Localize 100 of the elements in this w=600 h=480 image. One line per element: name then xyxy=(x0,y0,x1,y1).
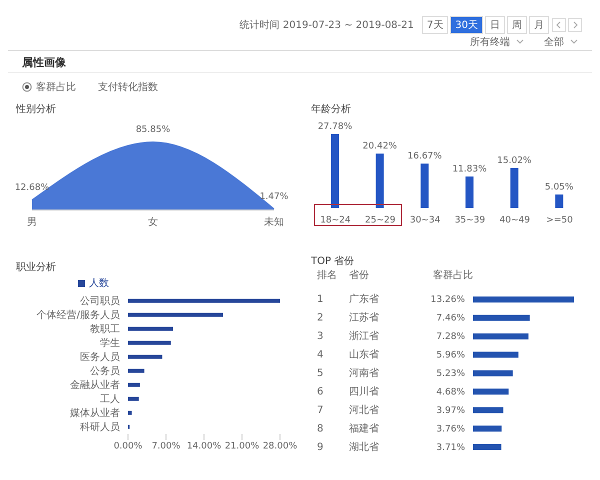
y-tick-label: 福建省 xyxy=(349,422,379,434)
y-tick-label: 科研人员 xyxy=(80,421,120,433)
x-tick-label: 未知 xyxy=(264,216,284,228)
y-tick-label: 公务员 xyxy=(90,365,120,377)
text: 9 xyxy=(317,442,324,453)
y-tick-label: 媒体从业者 xyxy=(70,407,120,419)
x-tick-label: 男 xyxy=(27,217,37,228)
x-tick-label: 28.00% xyxy=(262,441,298,452)
text: TOP 省份 xyxy=(310,254,356,269)
data-label: 7.28% xyxy=(436,332,466,342)
y-tick-label: 金融从业者 xyxy=(70,379,120,391)
bar xyxy=(376,154,384,208)
data-label: 16.67% xyxy=(408,152,442,162)
bar xyxy=(555,194,564,208)
bar xyxy=(128,326,174,331)
text: 5 xyxy=(317,368,324,379)
text: 客群占比 xyxy=(433,268,473,282)
data-label: 5.96% xyxy=(436,350,466,361)
bar xyxy=(473,333,528,340)
bar xyxy=(466,176,474,208)
data-label: 27.78% xyxy=(318,122,353,132)
data-label: 3.71% xyxy=(436,442,466,453)
y-tick-label: 学生 xyxy=(100,337,120,349)
text: 3 xyxy=(317,331,324,342)
y-tick-label: 江苏省 xyxy=(349,312,379,324)
x-tick-label: 40~49 xyxy=(500,215,530,226)
bar xyxy=(473,407,504,414)
text: 8 xyxy=(317,423,324,434)
text: 统计时间 2019-07-23 ~ 2019-08-21 xyxy=(240,18,414,32)
y-tick-label: 医务人员 xyxy=(80,351,120,363)
text: 职业分析 xyxy=(15,260,57,275)
y-tick-label: 工人 xyxy=(100,394,120,405)
data-label: 5.23% xyxy=(436,369,466,379)
bar xyxy=(510,168,518,208)
x-tick-label: >=50 xyxy=(546,215,574,226)
y-tick-label: 河北省 xyxy=(349,404,379,416)
y-tick-label: 浙江省 xyxy=(349,330,379,342)
bar xyxy=(128,312,223,317)
x-tick-label: 0.00% xyxy=(114,441,143,452)
x-tick-label: 30~34 xyxy=(410,215,441,226)
y-tick-label: 教职工 xyxy=(90,324,120,335)
text: 所有终端 xyxy=(470,36,510,49)
text: 6 xyxy=(317,386,324,398)
legend-label: 人数 xyxy=(89,278,109,289)
x-tick-label: 18~24 xyxy=(320,215,351,226)
text: 1 xyxy=(317,294,324,306)
bar xyxy=(128,340,171,345)
data-label: 1.47% xyxy=(260,192,289,202)
data-label: 15.02% xyxy=(497,156,532,166)
chart-title: 年龄分析 xyxy=(310,102,352,117)
y-tick-label: 广东省 xyxy=(349,293,379,306)
bar xyxy=(473,444,502,450)
bar xyxy=(128,368,144,373)
text: 周 xyxy=(507,16,527,34)
bar xyxy=(128,410,132,415)
bar xyxy=(473,352,518,358)
y-tick-label: 个体经营/服务人员 xyxy=(36,309,120,321)
data-label: 11.83% xyxy=(452,164,488,174)
bar xyxy=(128,298,280,303)
x-tick-label: 25~29 xyxy=(365,215,396,226)
text: 属性画像 xyxy=(22,55,66,70)
data-label: 20.42% xyxy=(362,142,398,152)
bar xyxy=(128,382,140,387)
x-tick-label: 女 xyxy=(148,216,158,228)
x-tick-label: 35~39 xyxy=(454,215,486,226)
data-label: 85.85% xyxy=(136,125,171,135)
data-label: 7.46% xyxy=(436,314,466,324)
y-tick-label: 河南省 xyxy=(349,367,379,379)
bar xyxy=(473,314,530,321)
y-tick-label: 公司职员 xyxy=(80,295,120,307)
text: 4 xyxy=(317,350,324,361)
bar xyxy=(473,370,513,376)
bar xyxy=(420,164,429,208)
bar xyxy=(128,354,162,359)
data-label: 3.76% xyxy=(436,424,466,434)
data-label: 13.26% xyxy=(430,295,466,306)
text: 客群占比 xyxy=(36,80,76,94)
text: 支付转化指数 xyxy=(98,80,158,94)
data-label: 4.68% xyxy=(436,387,466,398)
x-tick-label: 14.00% xyxy=(186,441,222,452)
text: 2 xyxy=(317,312,324,324)
text: 排名 xyxy=(317,268,337,282)
data-label: 5.05% xyxy=(544,182,574,193)
x-tick-label: 7.00% xyxy=(152,441,181,452)
bar xyxy=(473,296,574,302)
chart-title: 性别分析 xyxy=(14,102,57,117)
bar xyxy=(128,396,139,401)
x-tick-label: 21.00% xyxy=(224,441,260,452)
y-tick-label: 四川省 xyxy=(349,385,379,398)
data-label: 3.97% xyxy=(436,406,466,416)
text: 省份 xyxy=(349,268,369,282)
bar xyxy=(331,134,339,208)
text: 7天 xyxy=(422,16,448,34)
bar xyxy=(473,388,509,395)
text: 30天 xyxy=(450,16,483,34)
y-tick-label: 山东省 xyxy=(349,348,379,361)
text: 月 xyxy=(529,16,549,34)
y-tick-label: 湖北省 xyxy=(349,440,379,453)
bar xyxy=(473,426,502,432)
text: 全部 xyxy=(544,36,564,49)
